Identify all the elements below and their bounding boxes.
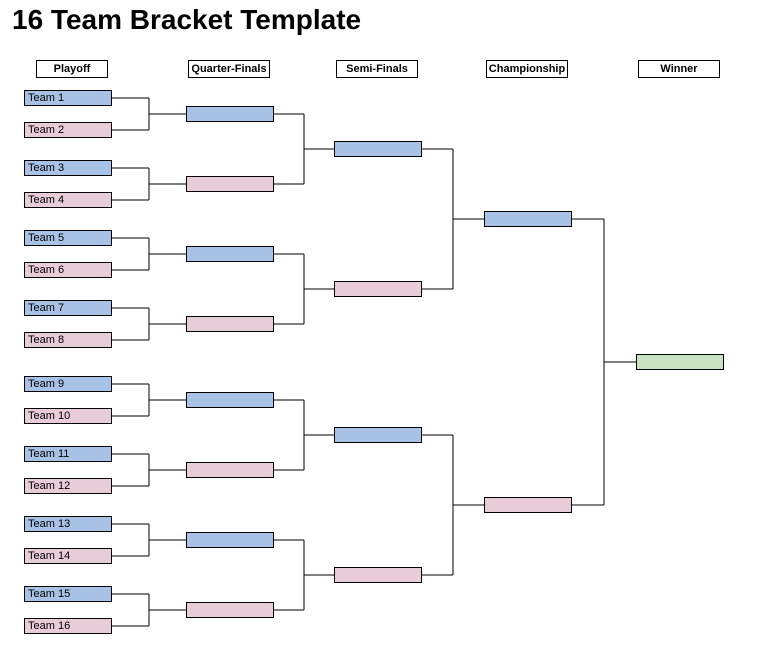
slot-r1-4[interactable]: Team 5 <box>24 230 112 246</box>
slot-r1-5[interactable]: Team 6 <box>24 262 112 278</box>
slot-r1-12[interactable]: Team 13 <box>24 516 112 532</box>
slot-r1-3[interactable]: Team 4 <box>24 192 112 208</box>
slot-r3-1[interactable] <box>334 281 422 297</box>
slot-r1-7[interactable]: Team 8 <box>24 332 112 348</box>
round-label-r1: Playoff <box>36 60 108 78</box>
slot-r3-2[interactable] <box>334 427 422 443</box>
slot-r1-11[interactable]: Team 12 <box>24 478 112 494</box>
round-label-r5: Winner <box>638 60 720 78</box>
round-label-r4: Championship <box>486 60 568 78</box>
slot-r4-0[interactable] <box>484 211 572 227</box>
bracket-connectors <box>0 0 771 656</box>
slot-r2-1[interactable] <box>186 176 274 192</box>
slot-r1-8[interactable]: Team 9 <box>24 376 112 392</box>
slot-r1-6[interactable]: Team 7 <box>24 300 112 316</box>
page-title: 16 Team Bracket Template <box>12 4 361 36</box>
bracket-stage: 16 Team Bracket Template Playoff Quarter-… <box>0 0 771 656</box>
slot-r2-6[interactable] <box>186 532 274 548</box>
slot-r4-1[interactable] <box>484 497 572 513</box>
slot-r2-7[interactable] <box>186 602 274 618</box>
slot-r1-2[interactable]: Team 3 <box>24 160 112 176</box>
slot-r1-10[interactable]: Team 11 <box>24 446 112 462</box>
round-label-r2: Quarter-Finals <box>188 60 270 78</box>
slot-r1-15[interactable]: Team 16 <box>24 618 112 634</box>
slot-r2-5[interactable] <box>186 462 274 478</box>
slot-r2-2[interactable] <box>186 246 274 262</box>
slot-r1-1[interactable]: Team 2 <box>24 122 112 138</box>
slot-r3-0[interactable] <box>334 141 422 157</box>
slot-r1-0[interactable]: Team 1 <box>24 90 112 106</box>
slot-r2-3[interactable] <box>186 316 274 332</box>
slot-r2-4[interactable] <box>186 392 274 408</box>
slot-r2-0[interactable] <box>186 106 274 122</box>
round-label-r3: Semi-Finals <box>336 60 418 78</box>
slot-r3-3[interactable] <box>334 567 422 583</box>
slot-r1-13[interactable]: Team 14 <box>24 548 112 564</box>
slot-r1-9[interactable]: Team 10 <box>24 408 112 424</box>
slot-r1-14[interactable]: Team 15 <box>24 586 112 602</box>
slot-r5-0[interactable] <box>636 354 724 370</box>
